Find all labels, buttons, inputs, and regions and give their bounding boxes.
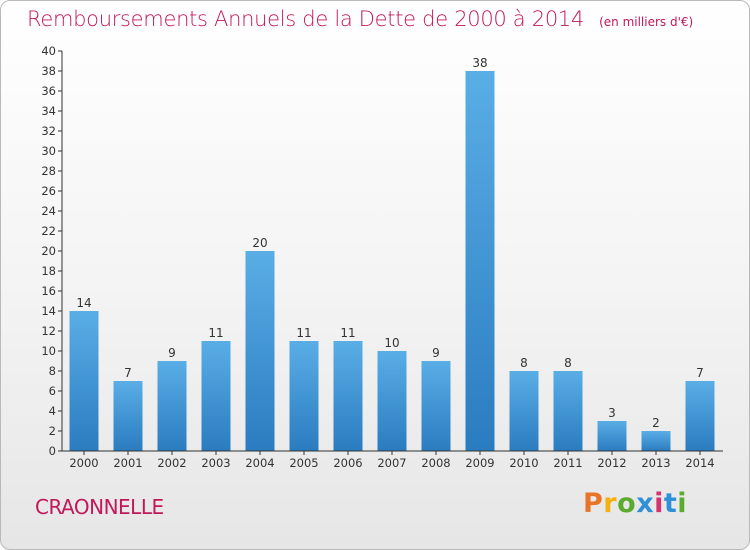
bar-2013 [641, 431, 671, 451]
data-label-2014: 7 [696, 366, 704, 380]
data-label-2000: 14 [76, 296, 91, 310]
y-tick-label-12: 12 [41, 324, 56, 338]
x-tick-label-2005: 2005 [289, 456, 318, 470]
bar-2000 [69, 311, 99, 451]
data-label-2013: 2 [652, 416, 660, 430]
x-tick-label-2004: 2004 [245, 456, 274, 470]
bar-2012 [597, 421, 627, 451]
data-label-2004: 20 [252, 236, 267, 250]
data-label-2003: 11 [208, 326, 223, 340]
y-tick-label-16: 16 [41, 284, 56, 298]
chart-title-text: Remboursements Annuels de la Dette de 20… [27, 7, 584, 31]
bar-2006 [333, 341, 363, 451]
y-tick-label-32: 32 [41, 124, 56, 138]
data-label-2009: 38 [472, 56, 487, 70]
city-name: CRAONNELLE [35, 495, 164, 519]
x-tick-label-2011: 2011 [553, 456, 582, 470]
x-tick-label-2001: 2001 [113, 456, 142, 470]
data-label-2002: 9 [168, 346, 176, 360]
data-label-2012: 3 [608, 406, 616, 420]
y-tick-label-30: 30 [41, 144, 56, 158]
bar-2002 [157, 361, 187, 451]
y-tick-label-8: 8 [49, 364, 56, 378]
y-tick-label-4: 4 [49, 404, 56, 418]
x-tick-label-2014: 2014 [685, 456, 714, 470]
x-tick-label-2010: 2010 [509, 456, 538, 470]
y-tick-label-6: 6 [49, 384, 56, 398]
data-label-2007: 10 [384, 336, 399, 350]
y-tick-label-18: 18 [41, 264, 56, 278]
proxiti-logo[interactable]: Proxiti [583, 488, 688, 519]
y-tick-label-40: 40 [41, 44, 56, 58]
y-tick-label-22: 22 [41, 224, 56, 238]
y-tick-label-10: 10 [41, 344, 56, 358]
bar-2011 [553, 371, 583, 451]
data-label-2005: 11 [296, 326, 311, 340]
bar-2010 [509, 371, 539, 451]
chart-unit: (en milliers d'€) [599, 15, 694, 29]
x-tick-label-2012: 2012 [597, 456, 626, 470]
y-tick-label-38: 38 [41, 64, 56, 78]
bar-2001 [113, 381, 143, 451]
data-label-2008: 9 [432, 346, 440, 360]
data-label-2011: 8 [564, 356, 572, 370]
x-tick-label-2009: 2009 [465, 456, 494, 470]
bar-2009 [465, 71, 495, 451]
y-tick-label-14: 14 [41, 304, 56, 318]
bar-2005 [289, 341, 319, 451]
y-tick-label-26: 26 [41, 184, 56, 198]
chart-title: Remboursements Annuels de la Dette de 20… [27, 7, 693, 31]
data-label-2001: 7 [124, 366, 132, 380]
y-tick-label-34: 34 [41, 104, 56, 118]
data-label-2010: 8 [520, 356, 528, 370]
bar-2014 [685, 381, 715, 451]
bar-2007 [377, 351, 407, 451]
x-tick-label-2006: 2006 [333, 456, 362, 470]
x-tick-label-2002: 2002 [157, 456, 186, 470]
x-tick-label-2008: 2008 [421, 456, 450, 470]
y-tick-label-20: 20 [41, 244, 56, 258]
y-tick-label-0: 0 [49, 444, 56, 458]
y-tick-label-28: 28 [41, 164, 56, 178]
x-tick-label-2003: 2003 [201, 456, 230, 470]
x-tick-label-2013: 2013 [641, 456, 670, 470]
y-tick-label-2: 2 [49, 424, 56, 438]
bar-2004 [245, 251, 275, 451]
bar-2003 [201, 341, 231, 451]
y-tick-label-24: 24 [41, 204, 56, 218]
x-tick-label-2000: 2000 [69, 456, 98, 470]
x-tick-label-2007: 2007 [377, 456, 406, 470]
data-label-2006: 11 [340, 326, 355, 340]
bar-2008 [421, 361, 451, 451]
y-tick-label-36: 36 [41, 84, 56, 98]
